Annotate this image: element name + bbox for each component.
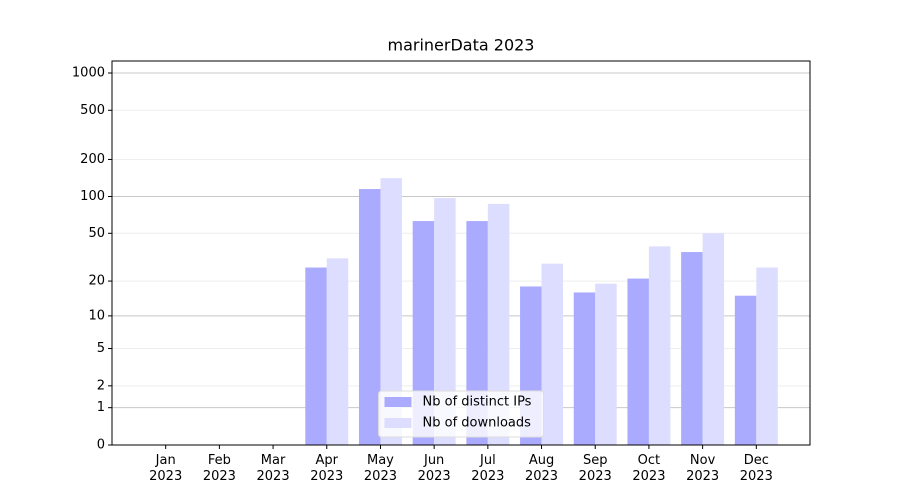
bar: [380, 178, 402, 445]
bar: [434, 198, 456, 445]
bar: [702, 233, 725, 445]
legend-label: Nb of downloads: [423, 416, 532, 431]
bar: [358, 189, 381, 445]
bar: [326, 258, 349, 445]
x-tick-label: May 2023: [363, 453, 397, 484]
x-tick-label: Jun 2023: [417, 453, 451, 484]
y-tick-label: 100: [80, 189, 105, 204]
legend-box: [378, 390, 544, 438]
bar: [541, 263, 564, 445]
x-tick-label: Dec 2023: [739, 453, 773, 484]
bar: [595, 283, 617, 445]
bar: [412, 221, 435, 445]
bar: [573, 292, 596, 445]
bar: [305, 267, 327, 445]
y-tick-label: 20: [88, 274, 105, 289]
legend: Nb of distinct IPs Nb of downloads: [378, 390, 544, 438]
y-tick-label: 0: [97, 438, 105, 453]
y-tick-label: 2: [97, 378, 105, 393]
y-tick-label: 10: [88, 308, 105, 323]
y-tick-label: 5: [97, 341, 105, 356]
x-tick-label: Apr 2023: [310, 453, 344, 484]
plot-frame: [111, 60, 811, 446]
bar: [466, 221, 488, 445]
legend-swatch: [384, 418, 412, 428]
legend-swatch: [384, 397, 412, 407]
y-tick-label: 1000: [72, 66, 105, 81]
x-tick-label: Oct 2023: [632, 453, 666, 484]
x-tick-label: Feb 2023: [202, 453, 236, 484]
x-tick-label: Aug 2023: [524, 453, 559, 484]
bar: [627, 278, 649, 445]
chart-title: marinerData 2023: [388, 36, 535, 55]
x-tick-label: Nov 2023: [686, 453, 720, 484]
x-tick-label: Jan 2023: [149, 453, 183, 484]
bar: [487, 203, 510, 445]
bar: [734, 295, 757, 445]
x-tick-label: Sep 2023: [578, 453, 612, 484]
bar: [756, 267, 778, 445]
bar: [648, 246, 671, 445]
y-tick-label: 200: [80, 152, 105, 167]
bar: [681, 252, 703, 445]
x-tick-label: Jul 2023: [471, 453, 505, 484]
y-tick-label: 500: [80, 103, 105, 118]
y-tick-label: 50: [88, 226, 105, 241]
y-tick-label: 1: [97, 400, 105, 415]
legend-label: Nb of distinct IPs: [423, 395, 532, 410]
x-tick-label: Mar 2023: [256, 453, 290, 484]
